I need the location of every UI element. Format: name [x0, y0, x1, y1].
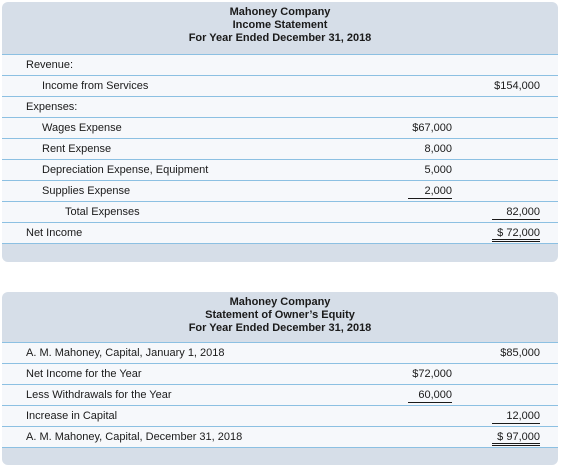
label: Wages Expense: [42, 122, 122, 134]
amount: $72,000: [412, 368, 452, 380]
row: A. M. Mahoney, Capital, January 1, 2018 $…: [2, 342, 558, 364]
row: Total Expenses 82,000: [2, 202, 558, 223]
label: Expenses:: [26, 101, 78, 113]
statement-title: Statement of Owner’s Equity: [205, 309, 355, 321]
row: Less Withdrawals for the Year 60,000: [2, 385, 558, 406]
row: Depreciation Expense, Equipment 5,000: [2, 160, 558, 181]
amount: $154,000: [494, 80, 540, 92]
label: Net Income: [26, 227, 83, 239]
label: Income from Services: [42, 80, 149, 92]
row: Net Income for the Year $72,000: [2, 364, 558, 385]
rows: Revenue: Income from Services $154,000 Ex…: [2, 54, 558, 244]
row: Revenue:: [2, 54, 558, 76]
row: A. M. Mahoney, Capital, December 31, 201…: [2, 427, 558, 448]
label: A. M. Mahoney, Capital, December 31, 201…: [26, 431, 243, 443]
label: Net Income for the Year: [26, 368, 142, 380]
amount: $85,000: [500, 347, 540, 359]
amount: $67,000: [412, 122, 452, 134]
amount: 5,000: [424, 164, 452, 176]
label: Rent Expense: [42, 143, 112, 155]
label: Supplies Expense: [42, 185, 131, 197]
row: Net Income $ 72,000: [2, 223, 558, 244]
row: Rent Expense 8,000: [2, 139, 558, 160]
header: Mahoney Company Income Statement For Yea…: [2, 6, 558, 45]
rows: A. M. Mahoney, Capital, January 1, 2018 $…: [2, 342, 558, 448]
label: Increase in Capital: [26, 410, 118, 422]
amount: $ 97,000: [492, 431, 540, 446]
statement-title: Income Statement: [232, 19, 328, 31]
amount: 8,000: [424, 143, 452, 155]
label: Depreciation Expense, Equipment: [42, 164, 209, 176]
income-statement: Mahoney Company Income Statement For Yea…: [2, 2, 558, 262]
label: A. M. Mahoney, Capital, January 1, 2018: [26, 347, 225, 359]
row: Expenses:: [2, 97, 558, 118]
amount: $ 72,000: [492, 227, 540, 242]
amount: 82,000: [492, 206, 540, 220]
amount: 60,000: [408, 389, 452, 403]
amount: 12,000: [492, 410, 540, 424]
company: Mahoney Company: [229, 6, 331, 18]
period: For Year Ended December 31, 2018: [188, 322, 372, 334]
header: Mahoney Company Statement of Owner’s Equ…: [2, 296, 558, 335]
row: Increase in Capital 12,000: [2, 406, 558, 427]
row: Supplies Expense 2,000: [2, 181, 558, 202]
row: Income from Services $154,000: [2, 76, 558, 97]
label: Total Expenses: [65, 206, 140, 218]
row: Wages Expense $67,000: [2, 118, 558, 139]
amount: 2,000: [408, 185, 452, 199]
company: Mahoney Company: [229, 296, 331, 308]
label: Revenue:: [26, 59, 74, 71]
label: Less Withdrawals for the Year: [26, 389, 172, 401]
owners-equity-statement: Mahoney Company Statement of Owner’s Equ…: [2, 292, 558, 465]
period: For Year Ended December 31, 2018: [188, 32, 372, 44]
